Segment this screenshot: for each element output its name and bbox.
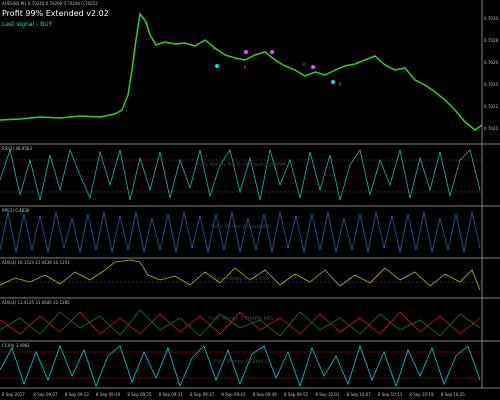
indicator-title: Profit 99% Extended v2.02 [2, 9, 109, 18]
panel-label: ADX(4) 16.1524 21.4436 10.1251 [2, 260, 70, 265]
time-label: 8 Sep 09:55 [284, 392, 309, 397]
time-label: 8 Sep 09:43 [221, 392, 246, 397]
time-label: 8 Sep 10:07 [347, 392, 372, 397]
oscillator-line [0, 344, 481, 388]
panel-label: RSI(2) 48.9563 [2, 146, 32, 151]
oscillator-line [0, 211, 481, 253]
panel-label: ADX(4) 13.4125 31.0640 22.1285 [2, 300, 70, 305]
price-label: 0.7030 [484, 16, 498, 21]
signal: Last signal - BUY [2, 21, 53, 28]
price-label: 0.7022 [484, 104, 498, 109]
time-label: 8 Sep 10:25 [441, 392, 466, 397]
panel-label: RPI(2) 0.4836 [2, 208, 30, 213]
svg-text:x: x [302, 61, 306, 68]
price-label: 0.7024 [484, 82, 498, 87]
time-label: 8 Sep 2017 [2, 392, 25, 397]
time-label: 8 Sep 09:31 [159, 392, 184, 397]
panel-watermark: Fully Money Rsi 6 - Accounting ANN [197, 162, 286, 168]
time-label: 8 Sep 09:49 [253, 392, 278, 397]
time-label: 8 Sep 10:01 [315, 392, 340, 397]
symbol-info: AUDUSD,M1 0.70245 0.70260 0.70244 0.7025… [2, 1, 98, 6]
time-axis: 8 Sep 2017 8 Sep 09:07 8 Sep 09:13 8 Sep 09… [2, 392, 465, 397]
panel-watermark: Fully Money Trend ADX [212, 276, 270, 282]
panel-watermark: Fully Money 3 Label 2 [214, 359, 268, 365]
price-line [0, 12, 483, 131]
price-label: 0.7028 [484, 38, 498, 43]
time-label: 8 Sep 09:07 [33, 392, 58, 397]
price-label: 0.7026 [484, 60, 498, 65]
time-label: 8 Sep 10:19 [409, 392, 434, 397]
panel-watermark: Fully Money 3 Label ABI [211, 224, 270, 230]
panel-watermark: Fully Money 3 SHARR RAS [209, 316, 274, 322]
oscillator-line [0, 148, 481, 201]
oscillator-line [0, 311, 481, 335]
oscillator-line [0, 309, 481, 337]
time-label: 8 Sep 09:19 [96, 392, 121, 397]
svg-text:x: x [338, 81, 342, 88]
time-label: 8 Sep 09:37 [190, 392, 215, 397]
panel-label: CCI(4) 3.0962 [2, 343, 30, 348]
time-label: 8 Sep 09:25 [127, 392, 152, 397]
time-label: 8 Sep 09:13 [65, 392, 90, 397]
oscillator-line [0, 259, 481, 291]
price-label: 0.7020 [484, 126, 498, 131]
svg-text:x: x [212, 45, 216, 52]
svg-text:x: x [243, 64, 247, 71]
time-label: 8 Sep 10:13 [378, 392, 403, 397]
signal-markers: x x x x [212, 45, 342, 88]
price-axis: 0.7030 0.7028 0.7026 0.7024 0.7022 0.7020 [484, 16, 498, 131]
